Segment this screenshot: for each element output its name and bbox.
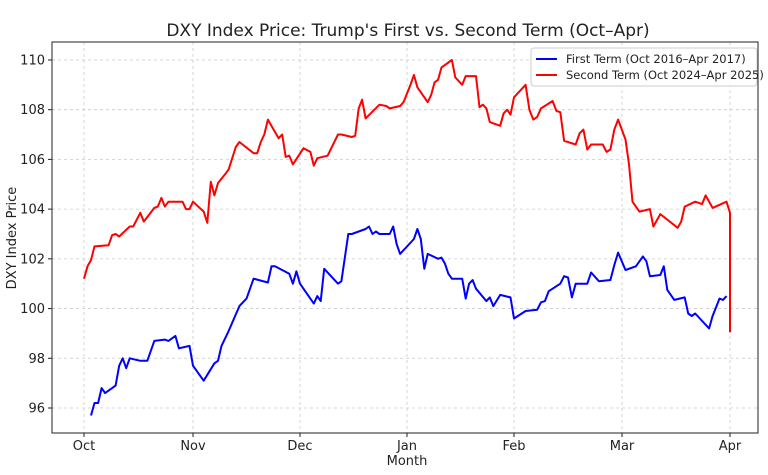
y-axis-label: DXY Index Price (5, 187, 20, 290)
x-tick-label: Nov (180, 439, 206, 454)
plot-frame (51, 41, 759, 434)
x-tick-label: Apr (719, 439, 742, 454)
legend-label-second-term: Second Term (Oct 2024–Apr 2025) (566, 68, 764, 82)
y-tick-label: 110 (20, 53, 45, 68)
series-lines (83, 59, 731, 416)
y-axis-ticks: 96 98 100 102 104 106 108 110 (20, 53, 52, 417)
first-term-line (90, 225, 728, 416)
x-tick-label: Jan (396, 439, 417, 454)
x-axis-ticks: Oct Nov Dec Jan Feb Mar Apr (73, 433, 742, 454)
first-term-points (90, 226, 727, 416)
x-tick-label: Mar (610, 439, 635, 454)
legend-box (530, 47, 758, 87)
y-tick-label: 96 (28, 402, 45, 417)
y-tick-label: 100 (20, 302, 45, 317)
x-axis-label: Month (387, 454, 428, 469)
x-tick-label: Oct (73, 439, 95, 454)
y-tick-label: 102 (20, 252, 45, 267)
legend: First Term (Oct 2016–Apr 2017) Second Te… (530, 47, 764, 87)
legend-label-first-term: First Term (Oct 2016–Apr 2017) (566, 52, 746, 66)
y-tick-label: 104 (20, 203, 45, 218)
second-term-line (83, 59, 731, 333)
y-tick-label: 108 (20, 103, 45, 118)
y-tick-label: 98 (28, 352, 45, 367)
chart-title: DXY Index Price: Trump's First vs. Secon… (166, 21, 649, 41)
y-tick-label: 106 (20, 153, 45, 168)
x-tick-label: Feb (502, 439, 525, 454)
second-term-points (83, 59, 731, 333)
x-tick-label: Dec (287, 439, 312, 454)
